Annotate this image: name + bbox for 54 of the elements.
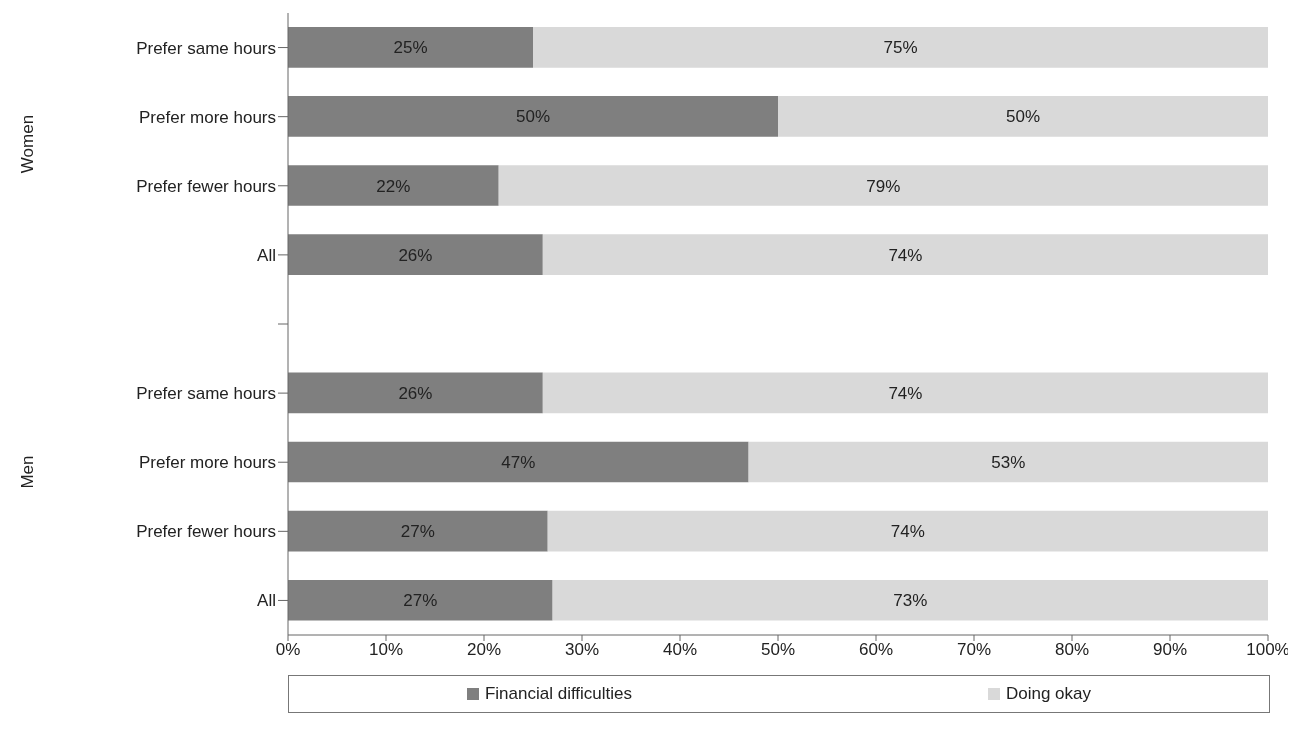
bar — [552, 579, 1268, 621]
x-tick-label: 0% — [275, 640, 301, 660]
legend-label: Financial difficulties — [483, 684, 633, 704]
data-label: 25% — [393, 38, 428, 58]
data-label: 74% — [888, 245, 923, 265]
data-label: 26% — [398, 383, 433, 403]
y-tick-label: All — [257, 591, 276, 611]
bar — [547, 510, 1268, 552]
bar — [542, 372, 1268, 414]
bar — [288, 234, 543, 275]
data-label: 27% — [403, 591, 438, 611]
bar — [498, 165, 1268, 206]
bar — [288, 441, 749, 483]
bar — [778, 96, 1268, 137]
data-label: 73% — [893, 591, 928, 611]
x-tick-label: 10% — [368, 640, 404, 660]
data-label: 27% — [400, 522, 435, 542]
x-tick-label: 60% — [858, 640, 894, 660]
text: Women — [18, 114, 38, 174]
bar — [288, 165, 499, 206]
y-tick-label: All — [257, 245, 276, 265]
text: Men — [18, 455, 38, 489]
data-label: 50% — [1005, 107, 1041, 127]
bar — [288, 27, 533, 68]
bar — [288, 510, 548, 552]
x-tick-label: 30% — [564, 640, 600, 660]
y-tick-label: Prefer more hours — [139, 453, 276, 473]
y-tick-label: Prefer fewer hours — [136, 522, 276, 542]
bar — [748, 441, 1268, 483]
data-label: 47% — [501, 453, 536, 473]
data-label: 75% — [883, 38, 918, 58]
data-label: 26% — [398, 245, 433, 265]
data-label: 74% — [890, 522, 925, 542]
x-tick-label: 70% — [956, 640, 992, 660]
x-tick-label: 50% — [760, 640, 796, 660]
bar — [288, 579, 553, 621]
x-tick-label: 20% — [466, 640, 502, 660]
y-tick-label: Prefer same hours — [136, 384, 276, 404]
data-label: 74% — [888, 383, 923, 403]
bar — [288, 372, 543, 414]
bar — [288, 96, 778, 137]
y-tick-label: Prefer more hours — [139, 107, 276, 127]
data-label: 50% — [515, 107, 551, 127]
x-tick-label: 90% — [1152, 640, 1188, 660]
legend-label: Doing okay — [1004, 684, 1092, 704]
bar — [542, 234, 1268, 275]
bar — [533, 27, 1268, 68]
data-label: 53% — [991, 453, 1026, 473]
y-tick-label: Prefer fewer hours — [136, 176, 276, 196]
data-label: 22% — [376, 176, 411, 196]
y-tick-label: Prefer same hours — [136, 38, 276, 58]
x-tick-label: 80% — [1054, 640, 1090, 660]
data-label: 79% — [866, 176, 901, 196]
x-tick-label: 40% — [662, 640, 698, 660]
